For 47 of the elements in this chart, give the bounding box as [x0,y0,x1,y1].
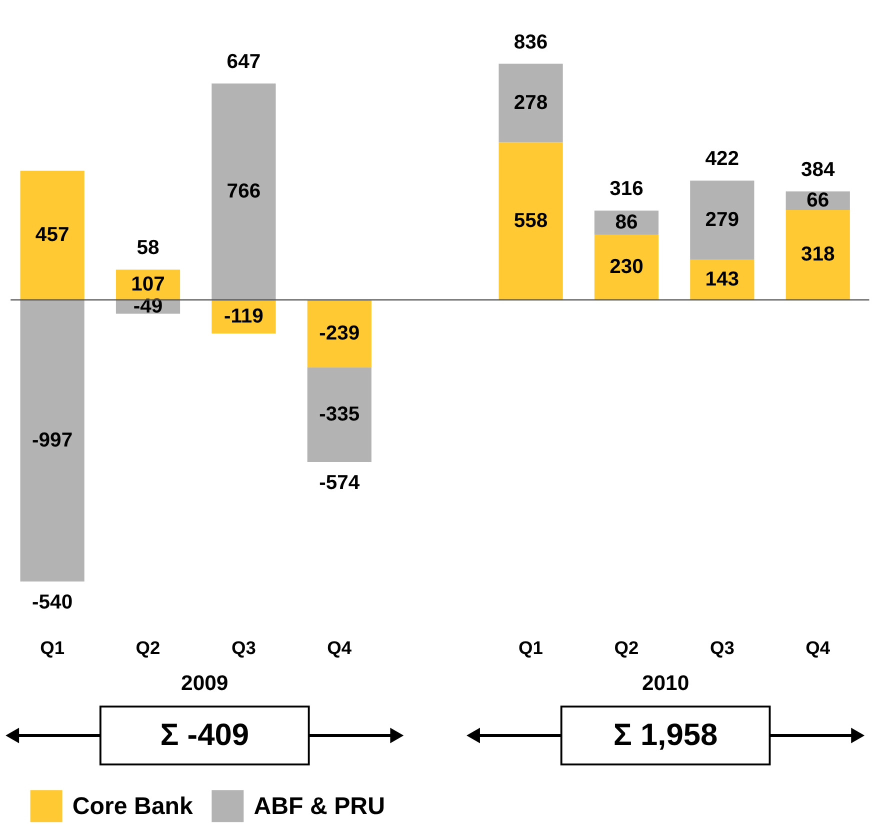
total-label: -574 [319,472,360,494]
x-tick-label: Q1 [40,636,65,658]
bar [20,170,84,300]
data-label: 143 [705,268,740,290]
data-label: -997 [32,430,73,452]
data-label: 457 [35,224,70,246]
data-label: 279 [705,208,740,231]
x-tick-label: Q2 [136,636,160,658]
data-label: 278 [514,92,548,114]
x-tick-label: Q4 [327,636,352,658]
data-label: 86 [615,212,638,234]
bar [498,64,563,142]
bar [20,300,84,582]
data-label: 66 [806,190,830,212]
bar [307,367,372,462]
data-label: -119 [224,305,264,328]
data-label: 766 [226,180,261,202]
text: 2009 [181,672,228,696]
total-label: 647 [226,51,261,74]
bar [498,142,563,300]
total-label: 58 [136,237,160,260]
x-tick-label: Q3 [710,636,734,658]
total-label: 384 [800,158,836,181]
bar [786,210,850,300]
x-tick-label: Q1 [518,636,543,658]
bar [307,300,372,368]
bar [212,83,276,300]
total-label: 836 [514,31,548,54]
data-label: -335 [319,404,360,426]
legend-label: Core Bank [72,792,194,820]
data-label: -239 [319,322,360,344]
x-tick-label: Q3 [231,636,256,658]
data-label: 558 [514,210,548,232]
legend-label: ABF & PRU [254,792,385,820]
data-label: 230 [610,256,644,278]
total-label: 422 [705,148,740,170]
x-tick-label: Q2 [614,636,639,658]
bar [594,234,659,300]
total-label: -540 [32,592,73,614]
data-label: 107 [131,274,165,296]
text: Σ -409 [160,717,250,752]
total-label: 316 [610,178,644,200]
text: 2010 [642,672,690,696]
x-tick-label: Q4 [806,636,831,658]
data-label: 318 [800,244,835,266]
bar [690,180,754,260]
text: Σ 1,958 [613,717,718,752]
